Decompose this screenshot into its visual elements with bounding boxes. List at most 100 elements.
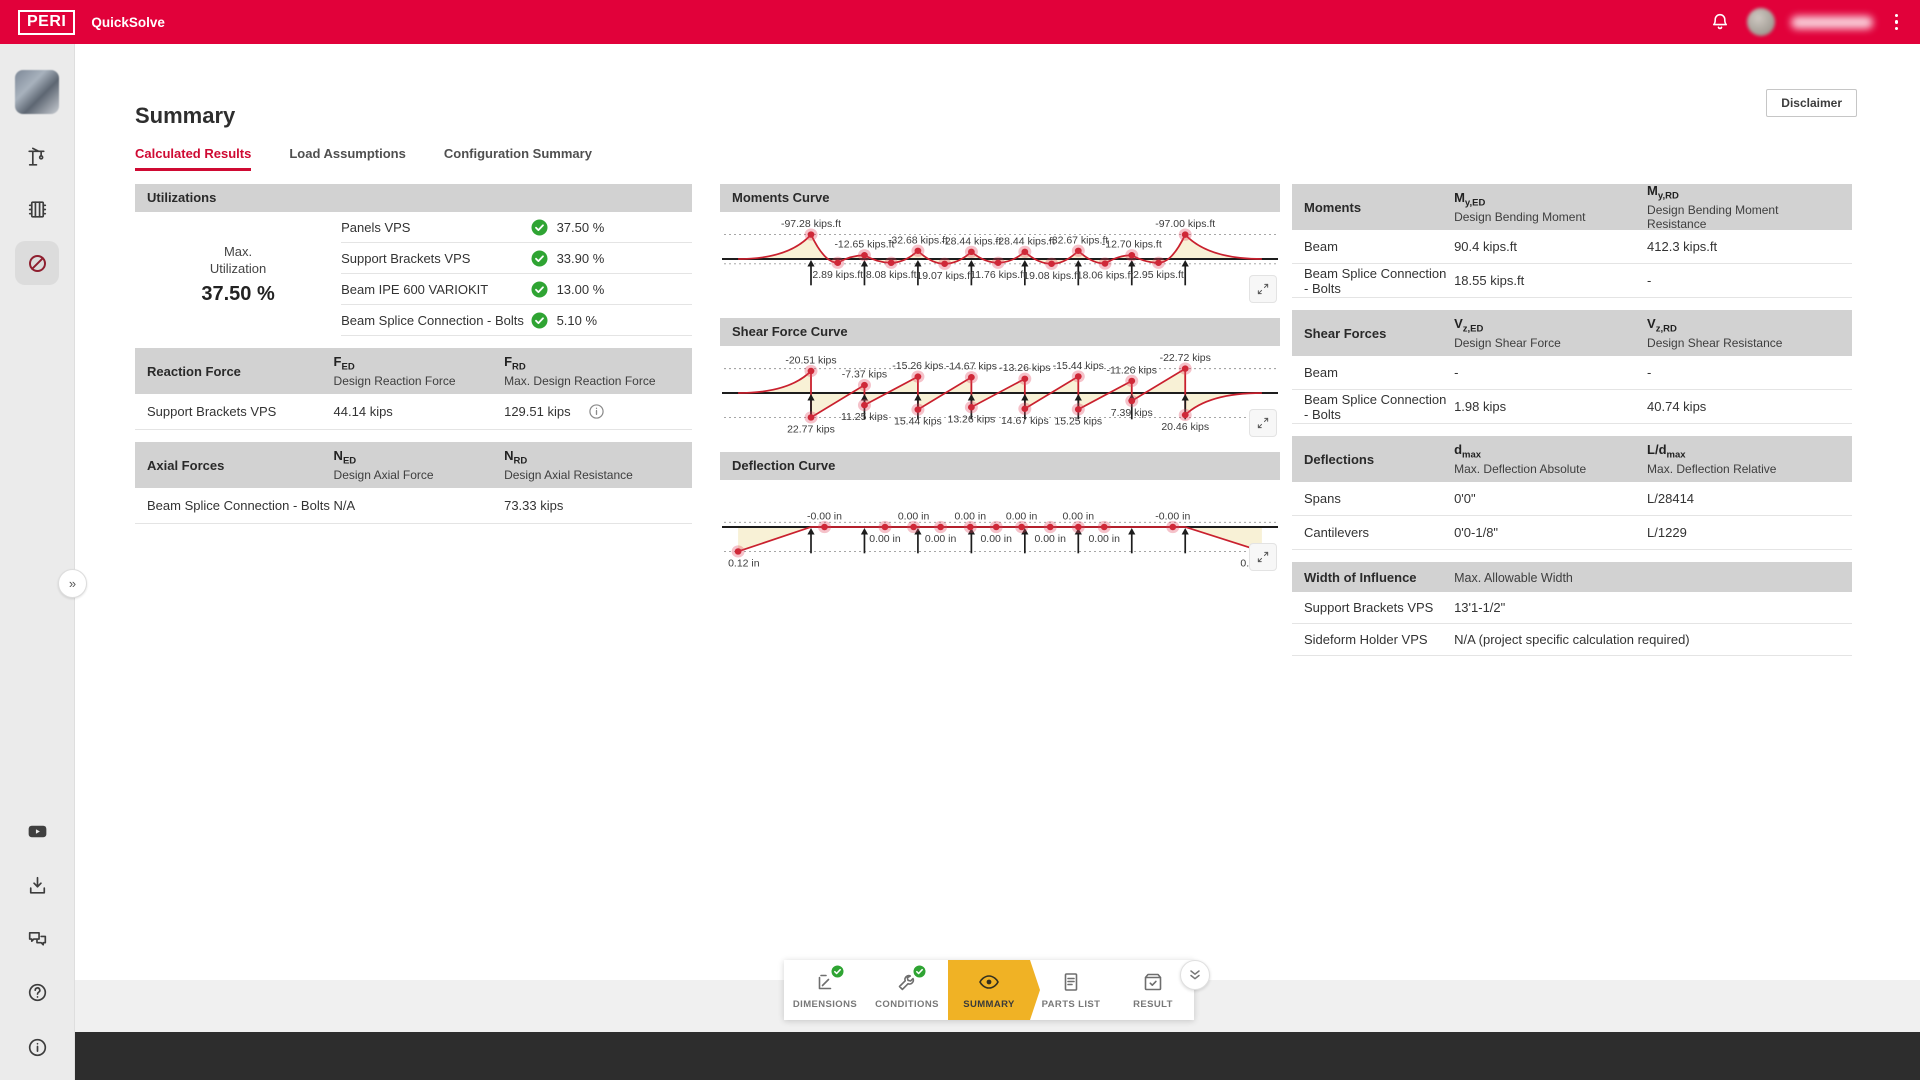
sidebar-item-crane[interactable] — [15, 134, 59, 178]
page-title: Summary — [135, 102, 236, 128]
nav-result[interactable]: RESULT — [1112, 960, 1194, 1020]
svg-text:22.77 kips: 22.77 kips — [787, 425, 835, 436]
table-row: Beam Splice Connection - Bolts 1.98 kips… — [1292, 390, 1852, 424]
svg-text:8.08 kips.ft: 8.08 kips.ft — [866, 270, 917, 281]
svg-text:0.00 in: 0.00 in — [898, 512, 929, 523]
svg-text:18.06 kips.ft: 18.06 kips.ft — [1077, 271, 1134, 282]
double-chevron-down-icon — [1190, 970, 1200, 980]
sidebar-item-formwork[interactable] — [15, 187, 59, 231]
svg-text:-12.65 kips.ft: -12.65 kips.ft — [834, 240, 894, 251]
svg-text:19.08 kips.ft: 19.08 kips.ft — [1023, 271, 1080, 282]
sidebar-item-info[interactable] — [15, 1025, 59, 1069]
shear-force-curve-title: Shear Force Curve — [720, 318, 1280, 346]
complete-check-icon — [913, 965, 926, 978]
width-of-influence-panel: Width of Influence Max. Allowable Width … — [1292, 562, 1852, 656]
crane-icon — [27, 147, 45, 166]
table-row: Beam Splice Connection - Bolts 18.55 kip… — [1292, 264, 1852, 298]
moments-curve-chart: -97.28 kips.ft 2.89 kips.ft -12.65 kips.ft… — [722, 219, 1278, 286]
svg-text:0.00 in: 0.00 in — [1063, 512, 1094, 523]
tab-calculated-results[interactable]: Calculated Results — [135, 146, 252, 171]
svg-text:-97.00 kips.ft: -97.00 kips.ft — [1155, 219, 1215, 230]
overflow-menu-icon[interactable] — [1889, 12, 1905, 33]
nav-summary[interactable]: SUMMARY — [948, 960, 1040, 1020]
shear-force-curve-chart: -20.51 kips 22.77 kips -7.37 kips 11.25 kip… — [722, 353, 1278, 436]
nav-parts-list[interactable]: PARTS LIST — [1030, 960, 1112, 1020]
svg-text:2.95 kips.ft: 2.95 kips.ft — [1133, 270, 1184, 281]
svg-text:-32.67 kips.ft: -32.67 kips.ft — [1048, 236, 1108, 247]
moments-curve-title: Moments Curve — [720, 184, 1280, 212]
deflections-panel: Deflections dmax Max. Deflection Absolute… — [1292, 436, 1852, 550]
project-thumbnail[interactable] — [15, 70, 59, 114]
deflection-curve-panel: Deflection Curve 0.12 in -0.00 in 0.00 in 0… — [720, 452, 1280, 574]
svg-text:15.44 kips: 15.44 kips — [894, 417, 942, 428]
svg-text:0.00 in: 0.00 in — [955, 512, 986, 523]
results-left-column: Utilizations Max. Utilization 37.50 % Pan… — [135, 184, 692, 536]
axial-forces-panel: Axial Forces NED Design Axial Force NRD De… — [135, 442, 692, 524]
app-name: QuickSolve — [91, 14, 165, 30]
notifications-icon[interactable] — [1709, 11, 1731, 33]
sidebar-item-feedback[interactable] — [15, 916, 59, 960]
sidebar-item-youtube[interactable] — [15, 809, 59, 853]
shear-forces-panel: Shear Forces Vz,ED Design Shear Force Vz,… — [1292, 310, 1852, 424]
nav-conditions[interactable]: CONDITIONS — [866, 960, 948, 1020]
eye-icon — [977, 970, 1001, 994]
sidebar-item-download[interactable] — [15, 863, 59, 907]
svg-text:0.00 in: 0.00 in — [1006, 512, 1037, 523]
info-icon[interactable] — [588, 404, 604, 419]
sidebar-item-results[interactable] — [15, 241, 59, 285]
shear-forces-title: Shear Forces — [1304, 325, 1387, 341]
svg-text:13.26 kips: 13.26 kips — [947, 415, 995, 426]
svg-text:-15.44 kips: -15.44 kips — [1053, 361, 1104, 372]
package-check-icon — [1144, 973, 1162, 991]
svg-text:-22.72 kips: -22.72 kips — [1160, 353, 1211, 364]
help-icon — [28, 983, 46, 1001]
svg-text:15.25 kips: 15.25 kips — [1054, 417, 1102, 428]
ok-check-icon — [531, 281, 548, 297]
user-avatar[interactable] — [1746, 8, 1775, 36]
deflection-curve-title: Deflection Curve — [720, 452, 1280, 480]
utilization-row: Beam IPE 600 VARIOKIT 13.00 % — [341, 274, 692, 305]
svg-text:-14.67 kips: -14.67 kips — [946, 362, 997, 373]
circle-slash-icon — [28, 254, 46, 272]
ok-check-icon — [531, 219, 548, 235]
utilization-row: Support Brackets VPS 33.90 % — [341, 243, 692, 274]
svg-text:7.39 kips: 7.39 kips — [1111, 408, 1153, 419]
deflections-title: Deflections — [1304, 451, 1375, 467]
tab-configuration-summary[interactable]: Configuration Summary — [443, 146, 592, 161]
top-bar: PERI QuickSolve — [0, 0, 1920, 44]
formwork-panel-icon — [28, 200, 46, 218]
svg-text:-97.28 kips.ft: -97.28 kips.ft — [781, 219, 841, 230]
utilization-row: Beam Splice Connection - Bolts 5.10 % — [341, 305, 692, 336]
expand-deflection-button[interactable] — [1250, 544, 1276, 570]
moments-panel: Moments My,ED Design Bending Moment My,RD… — [1292, 183, 1852, 298]
workflow-nav: DIMENSIONS CONDITIONS SUMMARY PARTS LIST — [784, 960, 1210, 1020]
table-row: Beam - - — [1292, 356, 1852, 390]
expand-icon — [1257, 283, 1269, 295]
nav-dimensions[interactable]: DIMENSIONS — [784, 960, 866, 1020]
svg-text:0.00 in: 0.00 in — [980, 534, 1011, 545]
main-content: Summary Disclaimer Calculated Results Lo… — [74, 44, 1920, 980]
curves-column: Moments Curve -97.28 kips.ft 2.89 kips.ft… — [720, 184, 1280, 586]
svg-text:11.76 kips.ft: 11.76 kips.ft — [970, 270, 1026, 281]
tab-load-assumptions[interactable]: Load Assumptions — [289, 146, 406, 161]
svg-text:0.00 in: 0.00 in — [1034, 534, 1065, 545]
nav-collapse-button[interactable] — [1180, 960, 1210, 990]
svg-text:-11.26 kips: -11.26 kips — [1107, 366, 1158, 377]
expand-icon — [1257, 417, 1269, 429]
expand-moments-button[interactable] — [1250, 276, 1276, 302]
moments-curve-panel: Moments Curve -97.28 kips.ft 2.89 kips.ft… — [720, 184, 1280, 306]
disclaimer-button[interactable]: Disclaimer — [1766, 89, 1857, 117]
sidebar-item-help[interactable] — [15, 970, 59, 1014]
ok-check-icon — [531, 250, 548, 266]
results-right-column: Moments My,ED Design Bending Moment My,RD… — [1292, 183, 1852, 668]
chat-icon — [28, 931, 46, 946]
complete-check-icon — [831, 965, 844, 978]
download-icon — [29, 876, 45, 894]
table-row: Support Brackets VPS 13'1-1/2" — [1292, 592, 1852, 624]
max-utilization-value: 37.50 % — [201, 282, 275, 305]
max-utilization: Max. Utilization 37.50 % — [201, 243, 275, 305]
sidebar-expand-button[interactable]: » — [58, 569, 87, 598]
expand-shear-button[interactable] — [1250, 410, 1276, 436]
svg-text:0.00 in: 0.00 in — [925, 534, 956, 545]
